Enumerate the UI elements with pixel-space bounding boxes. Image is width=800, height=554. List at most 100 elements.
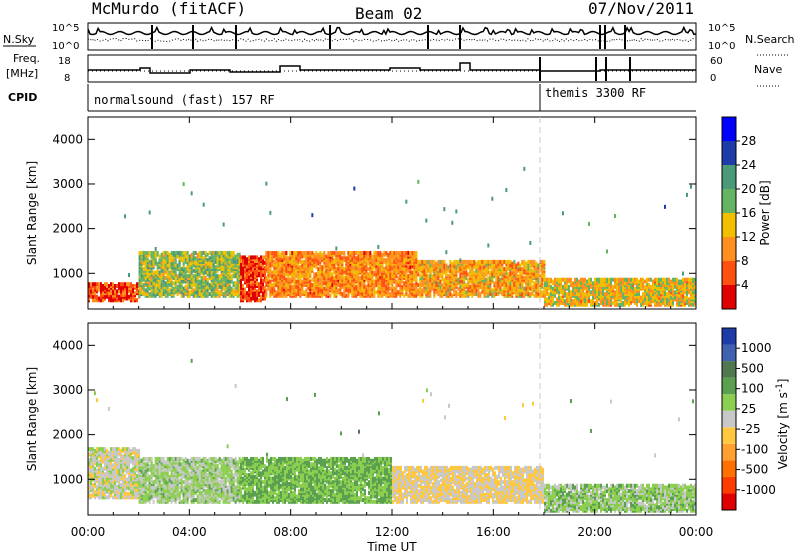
scatter-cell [258, 260, 260, 265]
scatter-cell [471, 259, 474, 264]
scatter-cell [299, 279, 302, 284]
scatter-cell [517, 288, 520, 293]
scatter-cell [260, 289, 262, 294]
scatter-cell [664, 277, 666, 282]
scatter-cell [351, 274, 354, 279]
scatter-cell [238, 279, 241, 284]
scatter-cell [218, 250, 221, 255]
scatter-cell [216, 283, 219, 288]
scatter-cell [588, 221, 590, 226]
scatter-cell [451, 220, 454, 225]
scatter-cell [307, 250, 310, 255]
scatter-cell [256, 280, 258, 285]
scatter-cell [664, 300, 666, 305]
scatter-cell [297, 263, 300, 268]
scatter-cell [385, 258, 388, 263]
scatter-cell [238, 252, 241, 257]
scatter-cell [178, 274, 181, 279]
freq-panel-frame [87, 54, 697, 83]
scatter-cell [692, 302, 694, 307]
scatter-cell [395, 284, 398, 289]
scatter-cell [285, 283, 288, 288]
scatter-cell [566, 297, 568, 302]
cpid-mode-normalsound: normalsound (fast) 157 RF [94, 93, 275, 107]
scatter-cell [309, 283, 312, 288]
scatter-cell [443, 265, 446, 270]
scatter-cell [652, 290, 654, 295]
scatter-cell [465, 270, 468, 275]
scatter-cell [321, 288, 324, 293]
freq-tick-top: 18 [58, 56, 71, 67]
scatter-cell [138, 261, 141, 266]
scatter-cell [405, 274, 408, 279]
scatter-cell [327, 288, 330, 293]
scatter-cell [523, 166, 526, 171]
scatter-cell [463, 259, 466, 264]
scatter-cell [600, 277, 602, 282]
scatter-cell [182, 286, 185, 291]
scatter-cell [531, 268, 534, 273]
scatter-cell [455, 293, 458, 298]
beam-label: Beam 02 [355, 4, 422, 23]
scatter-cell [252, 275, 254, 280]
scatter-cell [523, 259, 526, 264]
scatter-cell [682, 283, 684, 288]
scatter-cell [244, 292, 246, 297]
scatter-cell [295, 288, 298, 293]
scatter-cell [548, 295, 550, 300]
scatter-cell [503, 284, 506, 289]
scatter-cell [289, 277, 292, 282]
scatter-cell [154, 270, 157, 275]
scatter-cell [417, 259, 420, 264]
scatter-cell [341, 292, 344, 297]
scatter-cell [267, 268, 270, 273]
scatter-cell [269, 250, 272, 255]
scatter-cell [411, 283, 414, 288]
scatter-cell [206, 288, 209, 293]
scatter-cell [590, 290, 592, 295]
scatter-cell [401, 261, 404, 266]
scatter-cell [449, 286, 452, 291]
scatter-cell [277, 254, 280, 259]
scatter-cell [431, 268, 434, 273]
scatter-cell [337, 283, 340, 288]
scatter-cell [628, 277, 630, 282]
scatter-cell [232, 281, 235, 286]
scatter-cell [497, 277, 500, 282]
scatter-cell [505, 188, 508, 193]
scatter-cell [150, 275, 153, 280]
scatter-cell [152, 261, 155, 266]
scatter-cell [501, 267, 504, 272]
scatter-cell [343, 275, 346, 280]
scatter-cell [188, 290, 191, 295]
scatter-cell [423, 268, 426, 273]
noise-traces [87, 25, 697, 49]
scatter-cell [375, 290, 378, 295]
scatter-cell [395, 288, 398, 293]
scatter-cell [260, 298, 262, 303]
scatter-cell [369, 281, 372, 286]
scatter-cell [267, 286, 270, 291]
scatter-cell [395, 279, 398, 284]
scatter-cell [646, 302, 648, 307]
scatter-cell [242, 283, 244, 288]
scatter-cell [333, 279, 336, 284]
scatter-cell [535, 272, 538, 277]
scatter-cell [525, 268, 528, 273]
power-scatter-data [88, 166, 696, 307]
scatter-cell [574, 277, 576, 282]
scatter-cell [562, 297, 564, 302]
scatter-cell [152, 250, 155, 255]
scatter-cell [457, 286, 460, 291]
scatter-cell [178, 250, 181, 255]
scatter-cell [311, 277, 314, 282]
scatter-cell [582, 300, 584, 305]
freq-tick-bottom: 8 [64, 73, 70, 84]
scatter-cell [353, 277, 356, 282]
scatter-cell [341, 256, 344, 261]
scatter-cell [293, 279, 296, 284]
scatter-cell [351, 268, 354, 273]
scatter-cell [552, 279, 554, 284]
scatter-cell [485, 288, 488, 293]
scatter-cell [527, 259, 530, 264]
